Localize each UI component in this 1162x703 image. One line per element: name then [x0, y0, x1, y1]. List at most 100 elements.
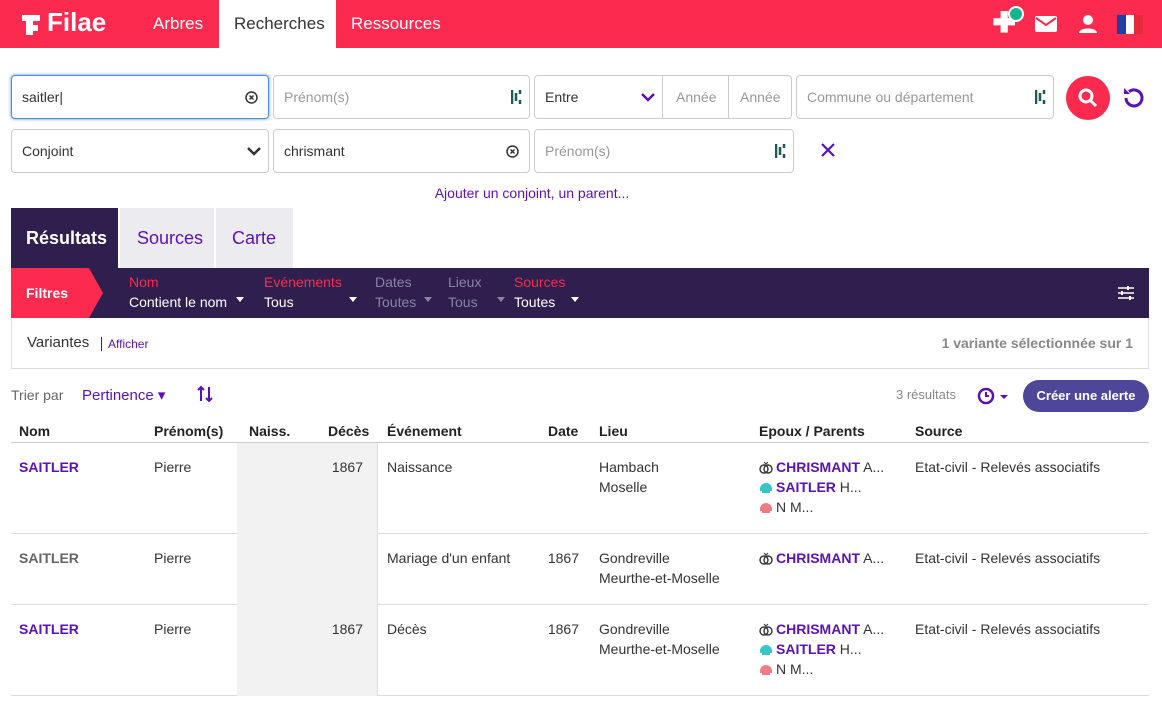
- result-row[interactable]: SAITLER Pierre Mariage d'un enfant 1867 Gond…: [11, 534, 1149, 605]
- chevron: [247, 147, 261, 156]
- filter-value[interactable]: Contient le nom: [129, 294, 228, 310]
- relation[interactable]: SAITLER H...: [759, 639, 862, 661]
- flag-fr[interactable]: [1117, 15, 1143, 34]
- placeholder: Commune ou département: [807, 89, 974, 105]
- filter-value[interactable]: Toutes: [514, 294, 556, 310]
- sort-direction[interactable]: [196, 385, 214, 403]
- filter-name[interactable]: Nom: [129, 274, 159, 290]
- clear-icon[interactable]: [245, 91, 258, 104]
- mail-icon[interactable]: [1035, 15, 1057, 33]
- firstname: Pierre: [154, 550, 192, 566]
- relation[interactable]: SAITLER H...: [759, 477, 862, 499]
- relation-firstname: A...: [863, 459, 885, 475]
- sort-select[interactable]: Pertinence ▾: [82, 387, 166, 404]
- settings-icon[interactable]: [1117, 285, 1135, 301]
- dropdown-caret[interactable]: [424, 297, 432, 302]
- surname[interactable]: SAITLER: [19, 459, 79, 475]
- variants-link[interactable]: Afficher: [101, 337, 148, 351]
- variants-label: Variantes: [27, 334, 90, 351]
- filter-value[interactable]: Tous: [264, 294, 294, 310]
- phonetic-icon: [775, 144, 786, 158]
- relation-icon: [759, 661, 773, 681]
- relation-firstname: H...: [839, 479, 862, 495]
- dropdown-caret[interactable]: [349, 297, 357, 302]
- relation-icon: [759, 641, 773, 661]
- tab-results[interactable]: Résultats: [11, 208, 118, 268]
- history-icon[interactable]: [976, 386, 1010, 406]
- filter-name[interactable]: Dates: [375, 274, 412, 290]
- nav-tab[interactable]: Recherches: [219, 0, 336, 48]
- relation-name-value: chrismant: [284, 143, 345, 159]
- birth-column-bg: [237, 443, 378, 534]
- sort-value: Pertinence: [82, 387, 154, 404]
- year-from[interactable]: Année: [662, 75, 729, 119]
- placeholder: Prénom(s): [284, 89, 350, 105]
- column-header: Nom: [19, 423, 51, 439]
- dropdown-caret[interactable]: [497, 297, 505, 302]
- relation-name-input[interactable]: chrismant: [273, 129, 530, 173]
- name-input[interactable]: saitler|: [11, 75, 269, 119]
- year-to[interactable]: Année: [728, 75, 792, 119]
- filter-name[interactable]: Lieux: [448, 274, 482, 290]
- column-header: Décès: [328, 423, 370, 439]
- filter-badge: [11, 268, 103, 318]
- relation-select[interactable]: Conjoint: [11, 129, 269, 173]
- reset-icon[interactable]: [1120, 85, 1146, 111]
- relation-firstname: A...: [863, 550, 885, 566]
- filter-value[interactable]: Toutes: [375, 294, 417, 310]
- place-input[interactable]: Commune ou département: [796, 75, 1054, 119]
- filter-name[interactable]: Evénements: [264, 274, 342, 290]
- surname[interactable]: SAITLER: [19, 621, 79, 637]
- relation[interactable]: CHRISMANT A...: [759, 548, 884, 570]
- remove-relation[interactable]: [819, 141, 837, 159]
- relation[interactable]: CHRISMANT A...: [759, 619, 884, 641]
- result-row[interactable]: SAITLER Pierre 1867 Naissance Hambach Moselle…: [11, 443, 1149, 534]
- result-row[interactable]: SAITLER Pierre 1867 Décès 1867 Gondreville Meu…: [11, 605, 1149, 696]
- relation-icon: [759, 479, 773, 499]
- nav-tab[interactable]: Arbres: [153, 14, 204, 33]
- dropdown-caret[interactable]: [571, 297, 579, 302]
- add-relation-link[interactable]: Ajouter un conjoint, un parent...: [434, 185, 630, 201]
- place-line: Gondreville: [599, 621, 670, 637]
- add-icon[interactable]: [988, 6, 1028, 42]
- column-header: Source: [915, 423, 963, 439]
- filter-value[interactable]: Tous: [448, 294, 478, 310]
- period-select[interactable]: Entre: [534, 75, 663, 119]
- event-date: 1867: [547, 621, 579, 637]
- logo-icon: [22, 15, 40, 35]
- relation[interactable]: N M...: [759, 659, 813, 681]
- clear-icon[interactable]: [506, 145, 519, 158]
- search-button[interactable]: [1065, 75, 1111, 121]
- user-icon[interactable]: [1078, 14, 1098, 34]
- nav-tab[interactable]: Ressources: [351, 14, 441, 33]
- placeholder: Année: [676, 89, 717, 105]
- relation[interactable]: CHRISMANT A...: [759, 457, 884, 479]
- place-line: Meurthe-et-Moselle: [599, 641, 720, 657]
- tab[interactable]: Carte: [216, 208, 293, 268]
- relation-icon: [759, 550, 773, 570]
- firstname: Pierre: [154, 621, 192, 637]
- sort-label: Trier par: [11, 387, 64, 403]
- filter-name[interactable]: Sources: [514, 274, 566, 290]
- column-header: Lieu: [599, 423, 628, 439]
- relation-firstname: N M...: [776, 499, 814, 515]
- create-alert-button[interactable]: Créer une alerte: [1023, 380, 1149, 412]
- source: Etat-civil - Relevés associatifs: [915, 621, 1101, 637]
- header-rule: [11, 442, 1149, 443]
- filter-bar: Filtres Nom Contient le nom Evénements Tous…: [11, 268, 1149, 318]
- variants-box: Variantes Afficher 1 variante sélectionn…: [11, 318, 1149, 369]
- placeholder: Prénom(s): [545, 143, 611, 159]
- column-header: Naiss.: [249, 423, 291, 439]
- placeholder: Année: [740, 89, 781, 105]
- top-nav: Filae Arbres Recherches Ressources: [0, 0, 1162, 48]
- firstname-input[interactable]: Prénom(s): [273, 75, 530, 119]
- place-line: Meurthe-et-Moselle: [599, 570, 720, 586]
- relation-firstname-input[interactable]: Prénom(s): [534, 129, 794, 173]
- relation[interactable]: N M...: [759, 497, 813, 519]
- event: Naissance: [387, 459, 453, 475]
- tab[interactable]: Sources: [120, 208, 214, 268]
- dropdown-caret[interactable]: [236, 297, 244, 302]
- chevron: [641, 93, 655, 102]
- logo[interactable]: Filae: [47, 7, 107, 37]
- result-count: 3 résultats: [896, 387, 956, 402]
